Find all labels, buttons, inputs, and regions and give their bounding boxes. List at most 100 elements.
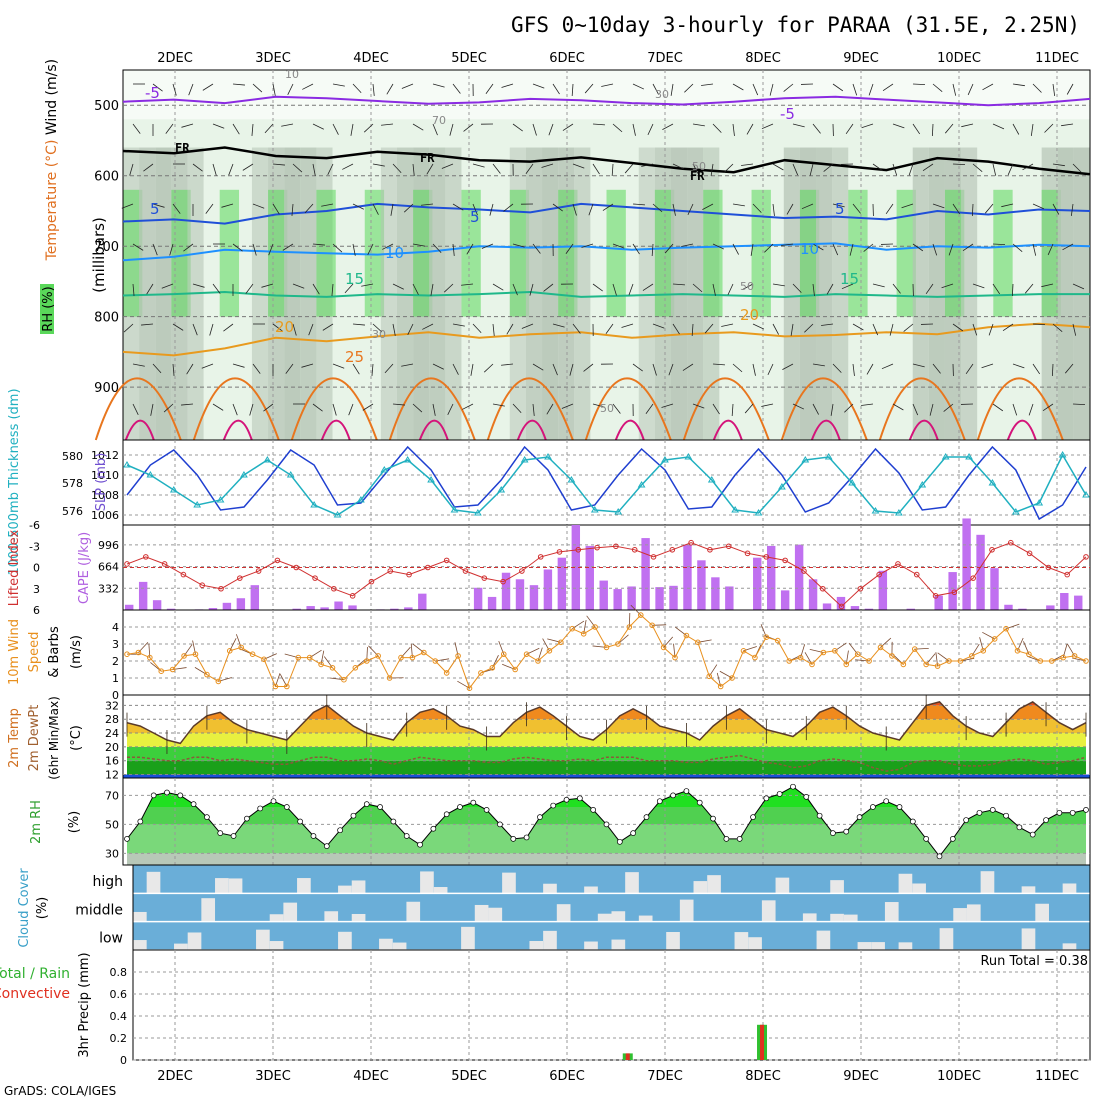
wind-marker bbox=[1071, 653, 1078, 659]
wind-marker bbox=[238, 644, 244, 651]
rh-marker bbox=[1083, 807, 1089, 813]
temp-label-b: 2m DewPt bbox=[27, 705, 42, 772]
wind-barb bbox=[692, 403, 705, 409]
wind-barb bbox=[401, 363, 414, 367]
rh-shade-moist bbox=[912, 147, 929, 440]
wind-frame bbox=[122, 609, 1091, 696]
wind-marker bbox=[672, 654, 678, 661]
cape-bar bbox=[753, 557, 762, 610]
temp-label-d: (°C) bbox=[69, 725, 84, 751]
cloud-bar bbox=[898, 873, 913, 894]
wind-barb bbox=[452, 83, 461, 94]
wind-barb bbox=[132, 363, 145, 367]
isotherm-30-loop bbox=[418, 419, 449, 441]
wind-barb bbox=[132, 123, 141, 134]
temperature-contour-label: 15 bbox=[840, 270, 859, 288]
rh-shade-saturated bbox=[413, 189, 433, 317]
bottom-date-label: 7DEC bbox=[647, 1069, 683, 1084]
wind-barb bbox=[645, 403, 654, 414]
thickness-marker bbox=[146, 471, 155, 478]
thickness-marker bbox=[169, 486, 178, 493]
rh-marker bbox=[377, 804, 383, 810]
wind10-label-b: Speed bbox=[27, 632, 42, 673]
cape-bar bbox=[808, 579, 818, 610]
cape-bar bbox=[152, 600, 162, 610]
wind-barb bbox=[790, 323, 794, 336]
wind-barb bbox=[872, 283, 885, 288]
wind-marker bbox=[443, 670, 450, 676]
wind-barb bbox=[332, 243, 343, 253]
li-marker bbox=[744, 550, 751, 557]
wind-barb bbox=[321, 203, 334, 207]
temp-base-band bbox=[123, 774, 1090, 778]
wind-barb bbox=[501, 363, 514, 366]
rh-marker bbox=[297, 818, 304, 825]
wind-marker bbox=[969, 653, 975, 659]
thickness-marker bbox=[403, 456, 412, 463]
wind-marker bbox=[295, 654, 302, 661]
wind-marker bbox=[877, 644, 884, 651]
rh-tick-label: 70 bbox=[105, 789, 119, 802]
wind-marker bbox=[1026, 651, 1032, 658]
wind-barb bbox=[965, 363, 974, 375]
wind-barb bbox=[521, 323, 534, 329]
bottom-date-label: 5DEC bbox=[451, 1069, 487, 1084]
wind-barb bbox=[583, 363, 594, 372]
thickness-marker bbox=[661, 456, 669, 463]
wind-barb bbox=[812, 283, 815, 296]
wind-barb bbox=[952, 323, 964, 332]
cloud-bar bbox=[133, 911, 147, 922]
cape-bar bbox=[711, 577, 720, 610]
rh-tick-label: 30 bbox=[105, 847, 119, 860]
wind-barb bbox=[212, 163, 217, 176]
cape-bar bbox=[125, 604, 134, 610]
rh-marker bbox=[1069, 809, 1076, 816]
wind-barb bbox=[651, 243, 654, 256]
wind-barb bbox=[772, 203, 775, 216]
cape-bar bbox=[976, 534, 985, 610]
cape-bar bbox=[962, 518, 971, 610]
wind-barb bbox=[925, 283, 934, 295]
wind-marker bbox=[558, 639, 564, 646]
wind-marker bbox=[272, 683, 279, 690]
wind-barb bbox=[492, 163, 501, 174]
wind-barb bbox=[632, 203, 645, 206]
wind-barb bbox=[852, 203, 861, 214]
precip-tick-label: 0 bbox=[120, 1054, 127, 1067]
wind-barb bbox=[592, 403, 605, 408]
wind-barb bbox=[192, 163, 203, 172]
wind-barb bbox=[512, 403, 522, 414]
wind-barb bbox=[571, 83, 574, 96]
wind-barb bbox=[228, 163, 234, 176]
wind-barb bbox=[352, 323, 365, 326]
bottom-date-label: 2DEC bbox=[157, 1069, 193, 1084]
cape-bar bbox=[627, 586, 636, 610]
wind-marker bbox=[375, 653, 381, 659]
precip-tick-label: 0.4 bbox=[110, 1010, 128, 1023]
wind-barb bbox=[692, 283, 703, 293]
wind-barb bbox=[430, 283, 434, 296]
wind-barb bbox=[892, 283, 901, 294]
wind-barb bbox=[672, 323, 680, 335]
thickness-marker bbox=[520, 456, 529, 463]
wind-barb bbox=[401, 83, 414, 89]
wind-marker bbox=[546, 648, 553, 654]
wind-barb bbox=[412, 283, 419, 295]
wind-barb bbox=[212, 403, 224, 411]
run-total: Run Total = 0.38 bbox=[980, 954, 1088, 969]
wind-barb bbox=[772, 163, 784, 171]
wind-barb bbox=[503, 203, 514, 212]
cape-bar bbox=[208, 608, 218, 610]
wind-barb bbox=[647, 123, 654, 136]
wind-barb bbox=[872, 323, 879, 336]
wind-barb bbox=[251, 123, 254, 136]
wind-barb bbox=[767, 363, 774, 376]
rh-shade-moist bbox=[284, 147, 301, 440]
wind-marker bbox=[249, 651, 256, 658]
wind-barb bbox=[672, 203, 676, 216]
cloud-bar bbox=[775, 877, 790, 894]
li-tick-label: 3 bbox=[33, 583, 40, 596]
isotherm-line bbox=[122, 146, 1091, 176]
wind-barb bbox=[1012, 243, 1023, 253]
wind-barb bbox=[1012, 83, 1025, 87]
